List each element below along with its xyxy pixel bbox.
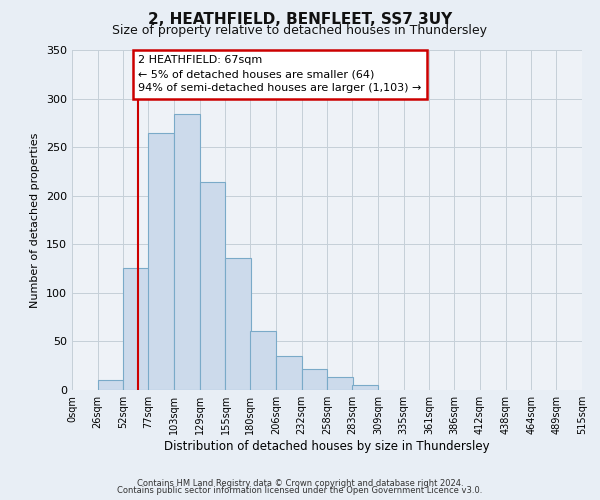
Bar: [148, 132, 174, 390]
Text: 2, HEATHFIELD, BENFLEET, SS7 3UY: 2, HEATHFIELD, BENFLEET, SS7 3UY: [148, 12, 452, 28]
Bar: [98, 380, 124, 390]
Y-axis label: Number of detached properties: Number of detached properties: [31, 132, 40, 308]
Bar: [352, 385, 378, 390]
Bar: [328, 378, 353, 390]
Bar: [226, 258, 251, 390]
Bar: [276, 356, 302, 390]
Text: 2 HEATHFIELD: 67sqm
← 5% of detached houses are smaller (64)
94% of semi-detache: 2 HEATHFIELD: 67sqm ← 5% of detached hou…: [139, 55, 422, 93]
X-axis label: Distribution of detached houses by size in Thundersley: Distribution of detached houses by size …: [164, 440, 490, 453]
Bar: [124, 268, 149, 390]
Text: Contains HM Land Registry data © Crown copyright and database right 2024.: Contains HM Land Registry data © Crown c…: [137, 478, 463, 488]
Bar: [250, 330, 276, 390]
Text: Contains public sector information licensed under the Open Government Licence v3: Contains public sector information licen…: [118, 486, 482, 495]
Bar: [200, 182, 226, 390]
Bar: [302, 368, 328, 390]
Bar: [174, 114, 200, 390]
Text: Size of property relative to detached houses in Thundersley: Size of property relative to detached ho…: [113, 24, 487, 37]
